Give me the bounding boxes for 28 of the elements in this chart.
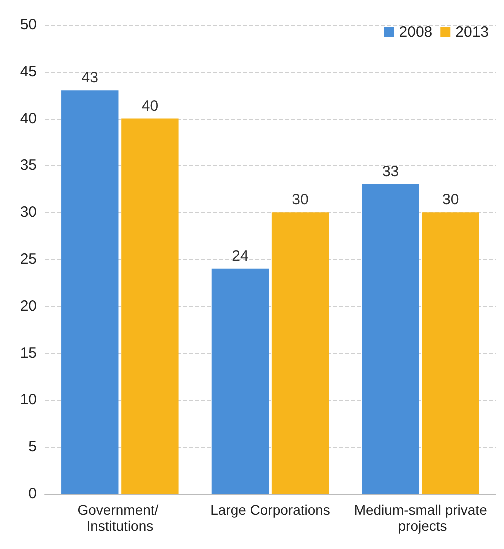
y-tick-label: 20: [20, 298, 37, 315]
x-tick-label: Medium-small private projects: [354, 502, 488, 534]
data-label: 30: [442, 192, 460, 209]
legend-label: 2013: [456, 24, 490, 41]
bar: [272, 212, 330, 494]
y-tick-label: 25: [20, 251, 37, 268]
y-tick-label: 50: [20, 16, 37, 34]
y-tick-label: 5: [28, 438, 37, 456]
data-label: 33: [382, 163, 400, 180]
bar: [362, 184, 420, 494]
bar: [422, 212, 480, 494]
y-tick-label: 40: [20, 110, 37, 128]
y-tick-label: 10: [20, 392, 37, 409]
x-tick-label: Government/ Institutions: [78, 502, 163, 534]
y-tick-label: 15: [20, 344, 37, 362]
y-tick-label: 30: [20, 204, 37, 222]
bar: [212, 268, 270, 494]
bar: [122, 118, 179, 494]
x-tick-label: Large Corporations: [210, 502, 330, 518]
data-label: 24: [232, 248, 249, 265]
bar: [62, 90, 119, 494]
data-label: 43: [82, 70, 98, 87]
data-label: 40: [142, 98, 159, 115]
y-tick-label: 0: [28, 486, 37, 502]
y-tick-label: 45: [20, 63, 37, 80]
y-tick-label: 35: [20, 157, 37, 174]
data-label: 30: [292, 192, 309, 209]
legend-label: 2008: [399, 24, 433, 41]
